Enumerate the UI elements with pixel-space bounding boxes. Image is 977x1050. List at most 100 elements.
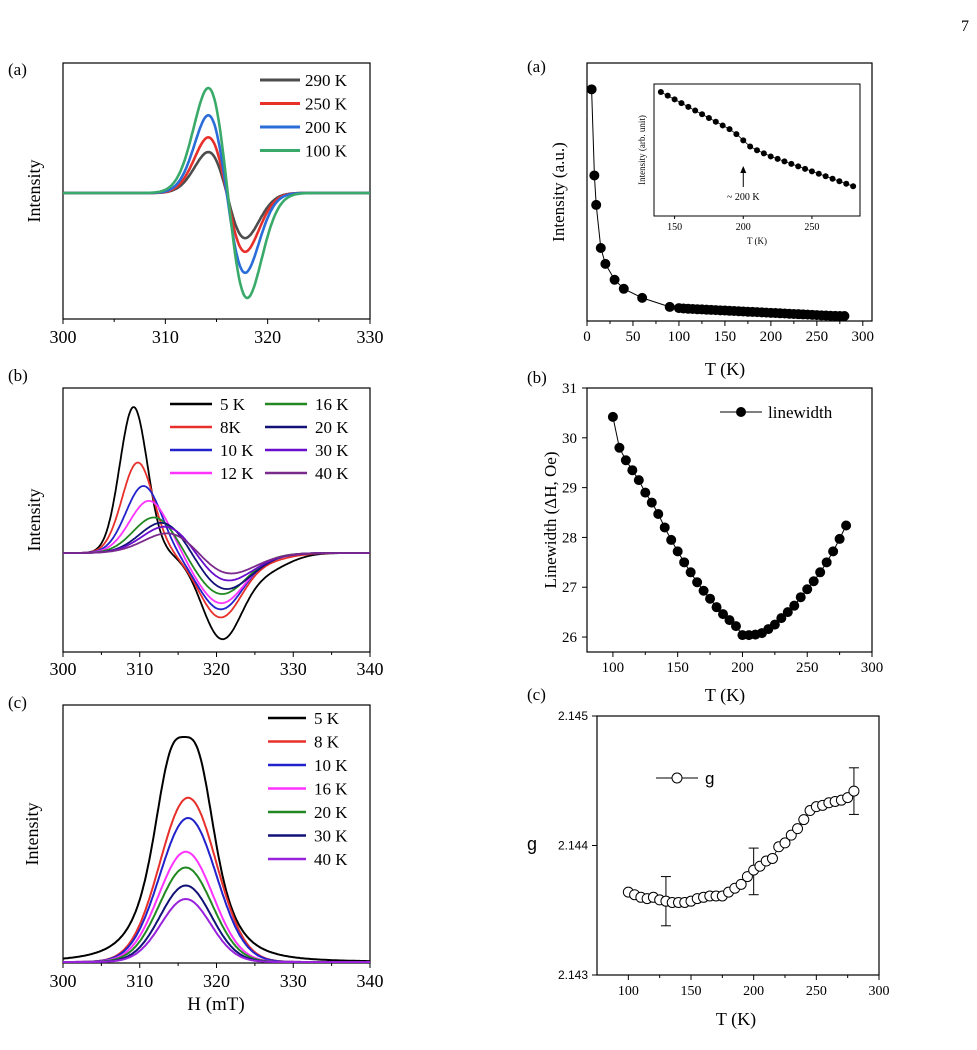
right-b-legend-label: linewidth (768, 403, 833, 422)
right-b-data-point (776, 613, 787, 624)
right-b-ytick-label: 30 (562, 431, 577, 447)
left-c-xlabel: H (mT) (187, 994, 245, 1015)
left-a-legend-label: 250 K (305, 95, 348, 114)
left-b-series-line (63, 461, 370, 619)
right-c-group: 100 150 200 250 300 2.143 2.144 2.145 g (558, 709, 890, 999)
right-a-inset-xtick-label: 250 (804, 222, 819, 233)
right-c-ytick-label: 2.143 (558, 968, 588, 982)
right-c-xtick-label: 250 (806, 984, 827, 999)
right-a-xtick-label: 50 (625, 329, 640, 345)
right-a-inset: 150 200 250 T (K) Intensity (arb. unit) ~ 200… (637, 83, 861, 246)
right-b-data-point (646, 497, 657, 508)
right-b-data-point (698, 585, 709, 596)
left-b-xtick-label: 340 (357, 659, 384, 679)
right-b-xtick-label: 100 (602, 660, 625, 676)
right-a-inset-data-point (795, 163, 802, 170)
right-a-inset-data-point (719, 122, 726, 129)
right-a-data-point (595, 243, 606, 253)
right-b-data-point (627, 465, 638, 476)
right-b-ylabel: Linewidth (ΔH, Oe) (541, 452, 560, 589)
right-b-data-point (692, 577, 703, 588)
right-b-frame (586, 387, 873, 653)
right-a-inset-data-point (774, 155, 781, 162)
right-b-xlabel: T (K) (705, 685, 745, 706)
left-c-xtick-label: 320 (203, 971, 230, 991)
left-b-legend-label: 12 K (220, 464, 254, 483)
right-b-data-point (640, 487, 651, 498)
right-b-data-point (730, 621, 741, 632)
right-b-data-point (659, 522, 670, 533)
right-a-inset-data-point (705, 115, 712, 121)
right-c-ytick-label: 2.145 (558, 709, 588, 723)
right-b-data-point (614, 442, 625, 453)
right-a-inset-xlabel: T (K) (747, 236, 767, 246)
right-b-legend-marker (736, 407, 746, 417)
left-b-series-line (63, 522, 370, 590)
right-a-inset-data-point (760, 150, 767, 157)
right-a-inset-data-point (685, 103, 692, 110)
left-c-series-line (63, 897, 370, 963)
right-b-ytick-label: 29 (562, 481, 577, 497)
left-a-series-line (63, 86, 370, 300)
right-b-data-point (705, 593, 716, 604)
right-b-data-point (821, 557, 832, 568)
right-a-inset-arrow-head (740, 166, 747, 173)
right-b-data-point (808, 576, 819, 587)
left-c-xtick-label: 340 (357, 971, 384, 991)
left-c-panel-label: (c) (8, 693, 27, 712)
right-a-xtick-label: 0 (583, 329, 591, 345)
left-c-legend-label: 40 K (314, 850, 348, 869)
left-b-legend-label: 16 K (315, 395, 349, 414)
left-b-series-line (63, 532, 370, 575)
right-a-data-point (609, 274, 620, 285)
right-a-inset-data-point (781, 158, 788, 165)
right-c-data-point (766, 852, 778, 864)
right-a-inset-data-point (850, 183, 857, 190)
left-a-legend-label: 200 K (305, 118, 348, 137)
right-c-data-point (848, 785, 860, 797)
left-b-legend-label: 40 K (315, 464, 349, 483)
right-a-inset-data-point (802, 165, 809, 172)
right-a-inset-data-point (678, 100, 685, 107)
left-a-series-line (63, 150, 370, 240)
right-b-data-point (828, 546, 839, 557)
right-b-data-point (724, 615, 735, 626)
left-c-series-line (62, 736, 370, 963)
right-a-xtick-label: 250 (806, 329, 829, 345)
left-c-legend-label: 16 K (314, 780, 348, 799)
left-c-legend-label: 30 K (314, 827, 348, 846)
left-a-ylabel: Intensity (24, 160, 44, 223)
left-b-legend-label: 10 K (220, 441, 254, 460)
right-a-group: 0 50 100 150 200 250 300 (583, 62, 875, 345)
right-b-data-point (679, 557, 690, 568)
right-a-inset-data-point (726, 126, 733, 133)
right-c-data-point (735, 878, 747, 890)
right-b-data-point (607, 411, 618, 422)
left-b-legend-label: 8K (220, 418, 242, 437)
right-a-inset-data-point (836, 178, 843, 185)
right-b-data-point (666, 534, 677, 545)
right-b-data-point (834, 533, 845, 544)
right-a-xtick-label: 300 (852, 329, 875, 345)
left-b-legend-label: 20 K (315, 418, 349, 437)
right-b-data-point (620, 455, 631, 466)
left-b-ylabel: Intensity (24, 489, 44, 552)
right-b-data-point (653, 509, 664, 520)
right-b-data-point (782, 607, 793, 618)
right-a-inset-data-point (829, 175, 836, 182)
right-c-ytick-label: 2.144 (558, 839, 588, 853)
right-b-data-point (685, 567, 696, 578)
right-b-group: 100 150 200 250 300 26 27 28 29 30 31 linewidth (562, 381, 883, 676)
right-a-inset-data-point (747, 143, 754, 150)
right-a-inset-data-point (740, 137, 747, 144)
right-b-data-point (672, 546, 683, 557)
left-a-xtick-label: 300 (50, 327, 77, 347)
left-a-group: 300 310 320 330 290 K 250 K 200 K 100 K (50, 62, 384, 347)
right-a-inset-data-point (664, 92, 671, 99)
right-a-inset-data-point (671, 96, 678, 103)
right-b-xtick-label: 300 (861, 660, 884, 676)
right-a-inset-data-point (733, 131, 740, 138)
right-b-data-point (789, 600, 800, 611)
left-b-group: 300 310 320 330 340 5 K 8K 10 K 12 K 16 K 20 K 30 K… (50, 387, 384, 679)
right-a-xtick-label: 150 (714, 329, 737, 345)
